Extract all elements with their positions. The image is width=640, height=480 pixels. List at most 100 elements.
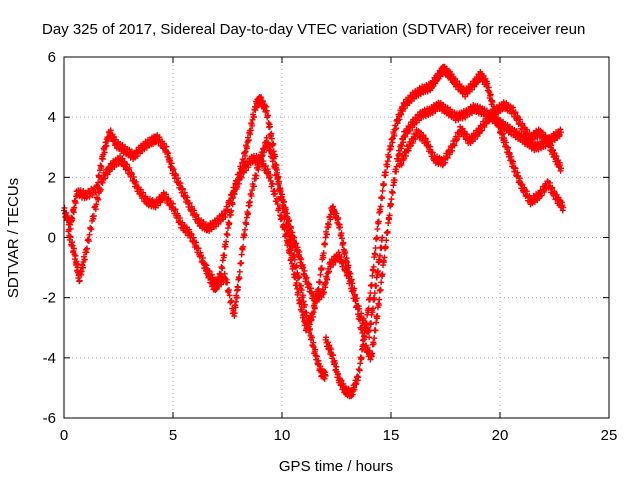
data-point: [388, 196, 395, 203]
data-point: [199, 254, 206, 261]
data-point: [140, 189, 147, 196]
data-point: [184, 194, 191, 201]
data-point: [351, 386, 358, 393]
data-point: [247, 127, 254, 134]
data-point: [330, 203, 337, 210]
data-point: [376, 252, 383, 259]
data-point: [282, 206, 289, 213]
data-point: [548, 142, 555, 149]
data-point: [324, 276, 331, 283]
data-point: [379, 187, 386, 194]
data-point: [72, 252, 79, 259]
data-point: [427, 143, 434, 150]
data-point: [367, 290, 374, 297]
data-point: [484, 80, 491, 87]
data-point: [303, 274, 310, 281]
data-point: [373, 319, 380, 326]
axis-ticks: 0 5 10 15 20 25 -6 -4 -2 0 2 4 6: [43, 49, 618, 444]
data-point: [352, 298, 359, 305]
data-point: [368, 281, 375, 288]
data-point: [243, 214, 250, 221]
data-point: [459, 125, 466, 132]
data-point: [177, 180, 184, 187]
data-point: [420, 132, 427, 139]
y-tick-label: -2: [43, 290, 56, 307]
data-point: [219, 257, 226, 264]
data-point: [306, 281, 313, 288]
data-point: [298, 256, 305, 263]
data-point: [380, 181, 387, 188]
data-point: [269, 180, 276, 187]
data-point: [272, 190, 279, 197]
data-point: [375, 302, 382, 309]
data-point: [369, 350, 376, 357]
data-point: [323, 334, 330, 341]
data-point: [557, 162, 564, 169]
data-point: [312, 346, 319, 353]
data-point: [358, 354, 365, 361]
plot-frame: [63, 56, 610, 419]
data-point: [286, 217, 293, 224]
data-point: [281, 226, 288, 233]
data-point: [489, 99, 496, 106]
data-point: [377, 203, 384, 210]
data-point: [163, 191, 170, 198]
data-point: [382, 169, 389, 176]
data-point: [400, 139, 407, 146]
data-point: [133, 178, 140, 185]
data-point: [437, 73, 444, 80]
data-point: [519, 120, 526, 127]
data-point: [275, 178, 282, 185]
data-point: [444, 154, 451, 161]
data-point: [322, 234, 329, 241]
data-point: [281, 198, 288, 205]
data-point: [268, 148, 275, 155]
data-point: [432, 80, 439, 87]
data-point: [245, 137, 252, 144]
data-point: [358, 324, 365, 331]
data-point: [353, 380, 360, 387]
data-point: [322, 241, 329, 248]
data-point: [263, 134, 270, 141]
data-point: [292, 274, 299, 281]
data-point: [510, 158, 517, 165]
data-point: [224, 279, 231, 286]
data-point: [351, 292, 358, 299]
data-point: [301, 301, 308, 308]
data-point: [370, 340, 377, 347]
data-point: [65, 226, 72, 233]
data-point: [335, 370, 342, 377]
data-point: [267, 123, 274, 130]
data-point: [263, 107, 270, 114]
data-point: [215, 221, 222, 228]
data-point: [328, 346, 335, 353]
data-point: [356, 367, 363, 374]
data-point: [79, 264, 86, 271]
data-point: [250, 183, 257, 190]
data-point: [516, 175, 523, 182]
data-point: [322, 279, 329, 286]
data-point: [107, 127, 114, 134]
data-point: [345, 269, 352, 276]
data-point: [285, 240, 292, 247]
data-point: [325, 221, 332, 228]
data-point: [243, 221, 250, 228]
data-point: [553, 153, 560, 160]
data-point: [179, 219, 186, 226]
data-point: [337, 224, 344, 231]
data-point: [241, 226, 248, 233]
data-point: [242, 148, 249, 155]
data-point: [301, 267, 308, 274]
data-point: [481, 124, 488, 131]
data-point: [170, 166, 177, 173]
data-point: [317, 363, 324, 370]
data-point: [223, 238, 230, 245]
data-point: [259, 152, 266, 159]
series-track-3: [202, 99, 565, 363]
data-point: [228, 298, 235, 305]
data-point: [356, 316, 363, 323]
data-point: [350, 287, 357, 294]
data-point: [233, 294, 240, 301]
data-point: [230, 194, 237, 201]
data-point: [238, 251, 245, 258]
